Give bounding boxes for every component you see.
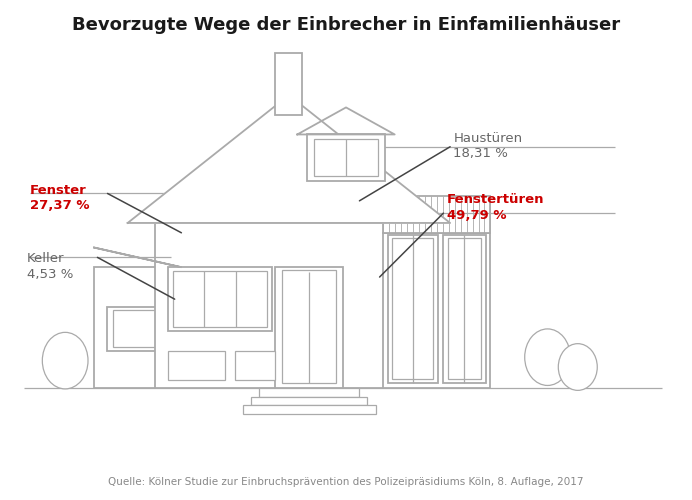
Bar	[443, 235, 486, 383]
Bar	[392, 238, 433, 380]
Bar	[388, 235, 438, 383]
Bar	[275, 267, 343, 388]
Bar	[107, 306, 168, 351]
Text: Bevorzugte Wege der Einbrecher in Einfamilienhäuser: Bevorzugte Wege der Einbrecher in Einfam…	[72, 16, 620, 34]
Polygon shape	[94, 248, 181, 267]
Bar	[251, 396, 367, 406]
Ellipse shape	[42, 332, 88, 389]
Bar	[94, 267, 181, 388]
Bar	[113, 310, 163, 347]
Text: Fenstertüren
49,79 %: Fenstertüren 49,79 %	[447, 194, 545, 222]
Bar	[314, 140, 378, 176]
Ellipse shape	[525, 329, 570, 386]
Bar	[383, 196, 491, 233]
Bar	[242, 406, 376, 414]
Polygon shape	[127, 95, 450, 223]
Bar	[383, 233, 491, 388]
Bar	[275, 54, 302, 115]
Text: Haustüren
18,31 %: Haustüren 18,31 %	[453, 132, 522, 160]
Bar	[173, 271, 266, 327]
Bar	[259, 388, 359, 396]
Bar	[168, 267, 272, 331]
Bar	[282, 270, 336, 383]
Ellipse shape	[558, 344, 597, 390]
Bar	[154, 223, 424, 388]
Bar	[448, 238, 481, 380]
Text: Fenster
27,37 %: Fenster 27,37 %	[30, 184, 90, 212]
Bar	[235, 351, 275, 380]
Bar	[168, 351, 225, 380]
Bar	[307, 134, 385, 181]
Text: Keller
4,53 %: Keller 4,53 %	[27, 252, 73, 281]
Text: Quelle: Kölner Studie zur Einbruchsprävention des Polizeipräsidiums Köln, 8. Auf: Quelle: Kölner Studie zur Einbruchspräve…	[108, 477, 584, 487]
